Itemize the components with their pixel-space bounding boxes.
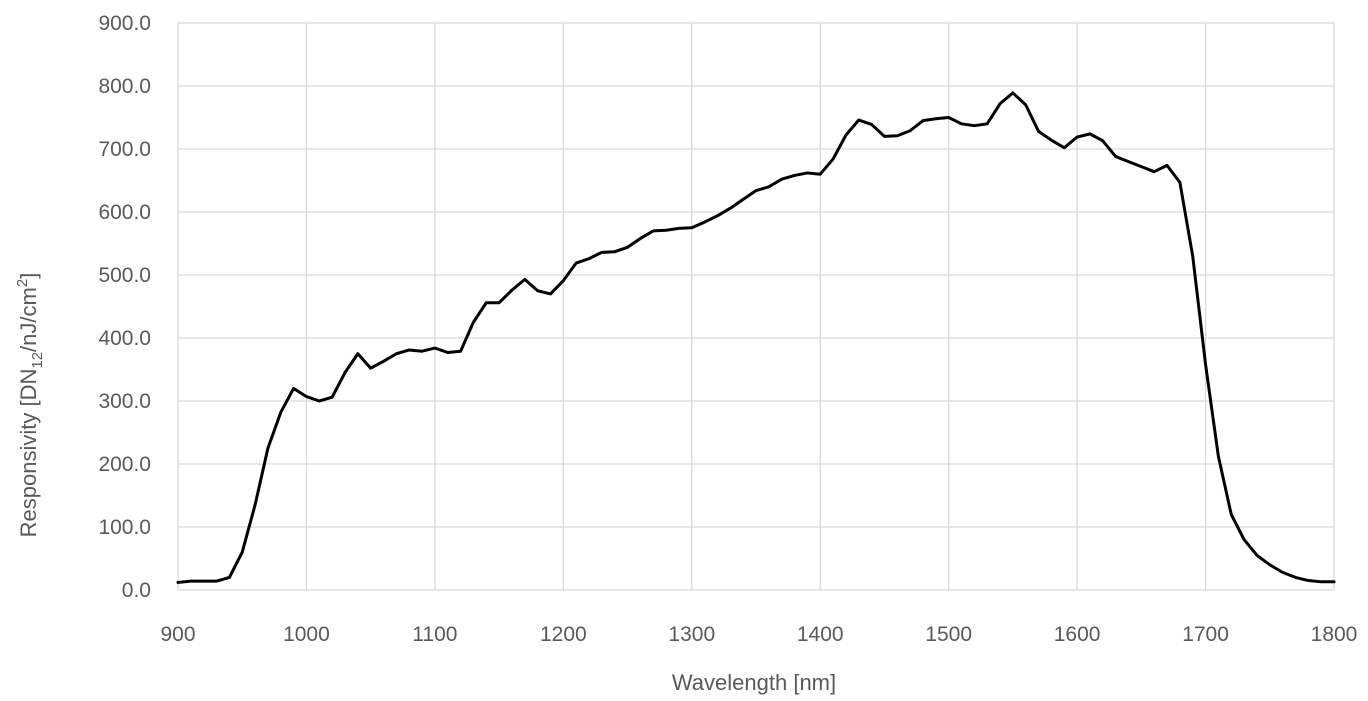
y-tick-label: 500.0	[98, 264, 151, 287]
y-tick-label: 800.0	[98, 75, 151, 98]
y-axis-title-subscript: 12	[29, 352, 46, 369]
y-tick-label: 900.0	[98, 12, 151, 35]
y-axis-title-prefix: Responsivity [DN	[16, 369, 41, 538]
series-group	[176, 91, 1336, 584]
x-tick-label: 1300	[668, 623, 715, 646]
y-tick-label: 300.0	[98, 390, 151, 413]
x-tick-label: 1200	[540, 623, 587, 646]
y-tick-label: 400.0	[98, 327, 151, 350]
x-tick-label: 1000	[283, 623, 330, 646]
y-axis-title-suffix: ]	[16, 273, 41, 279]
x-tick-label: 1800	[1311, 623, 1358, 646]
y-tick-label: 200.0	[98, 453, 151, 476]
x-tick-label: 1100	[412, 623, 457, 646]
y-axis-title-middle: /nJ/cm	[16, 287, 41, 352]
x-tick-label: 1700	[1182, 623, 1229, 646]
x-tick-label: 1600	[1054, 623, 1101, 646]
x-axis-ticks: 900 1000 1100 1200 1300 1400 1500 1600 1700 1800	[160, 623, 1357, 646]
y-axis-title: Responsivity [DN12/nJ/cm2]	[14, 273, 46, 538]
x-tick-label: 900	[160, 623, 195, 646]
y-tick-label: 0.0	[122, 579, 151, 602]
y-tick-label: 100.0	[98, 516, 151, 539]
x-axis-title: Wavelength [nm]	[672, 670, 836, 695]
y-axis-title-superscript: 2	[14, 279, 31, 287]
x-tick-label: 1500	[925, 623, 972, 646]
x-tick-label: 1400	[797, 623, 844, 646]
y-axis-ticks: 0.0 100.0 200.0 300.0 400.0 500.0 600.0 700.0 80…	[98, 12, 151, 602]
responsivity-series-line	[176, 91, 1336, 584]
y-tick-label: 600.0	[98, 201, 151, 224]
y-tick-label: 700.0	[98, 138, 151, 161]
grid-lines	[177, 22, 1335, 591]
